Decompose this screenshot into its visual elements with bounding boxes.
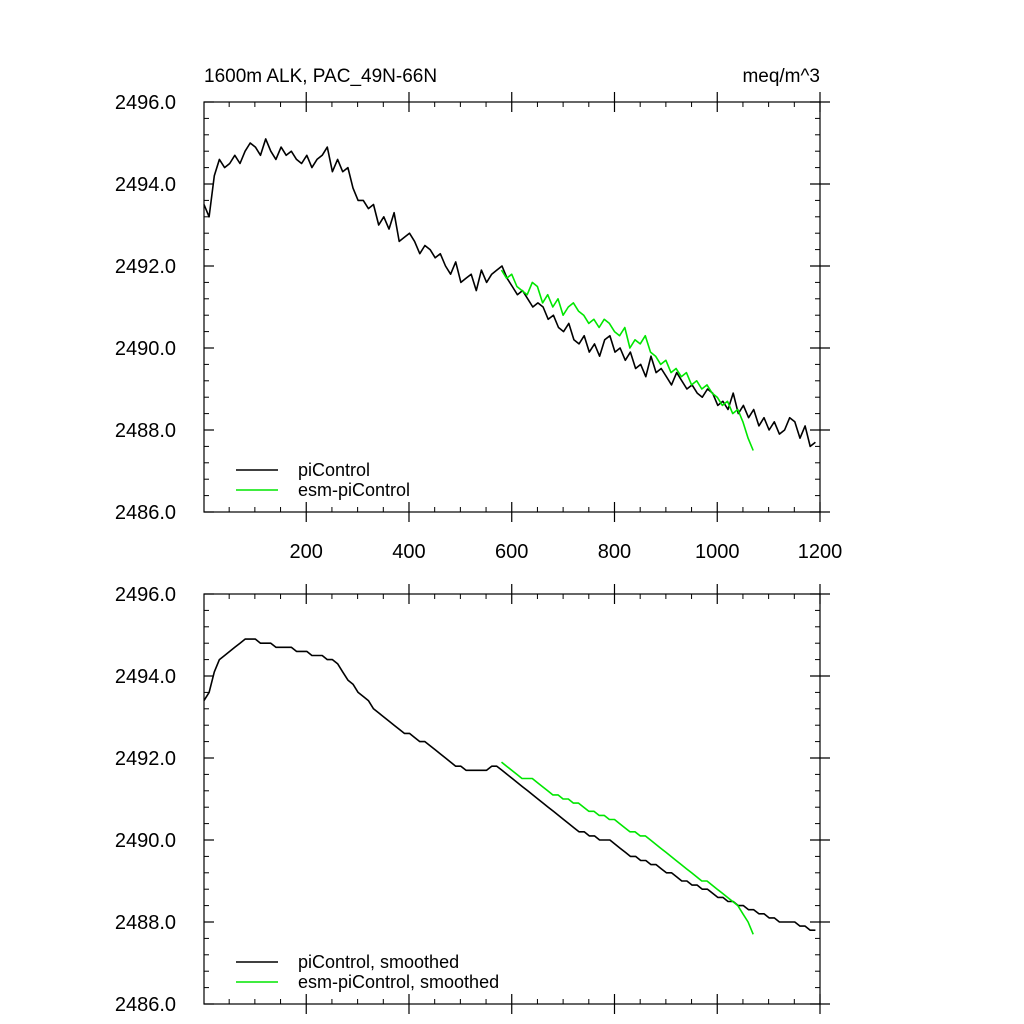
x-tick-label: 600 <box>495 541 528 563</box>
x-tick-label: 1200 <box>798 541 843 563</box>
y-tick-label: 2490.0 <box>115 830 176 852</box>
y-tick-label: 2494.0 <box>115 666 176 688</box>
x-tick-label: 1000 <box>695 541 740 563</box>
series-line-esm-picontrol <box>500 269 754 451</box>
plot-frame <box>203 593 821 1005</box>
y-tick-label: 2486.0 <box>115 994 176 1016</box>
y-tick-label: 2494.0 <box>115 174 176 196</box>
x-tick-label: 200 <box>290 541 323 563</box>
y-tick-label: 2492.0 <box>115 748 176 770</box>
legend-label: piControl <box>298 460 370 480</box>
x-tick-label: 800 <box>598 541 631 563</box>
series-line-picontrol <box>203 138 816 448</box>
bottom-panel-smoothed: 2486.0 2488.0 2490.0 2492.0 2494.0 2496.0 piCo… <box>115 584 830 1016</box>
y-tick-label: 2488.0 <box>115 912 176 934</box>
y-tick-label: 2496.0 <box>115 584 176 606</box>
legend-label: esm-piControl <box>298 480 410 500</box>
series-line-picontrol-smoothed <box>203 638 816 932</box>
x-tick-label: 400 <box>392 541 425 563</box>
y-tick-label: 2488.0 <box>115 420 176 442</box>
series-line-esm-picontrol-smoothed <box>500 761 754 935</box>
chart-units: meq/m^3 <box>742 66 820 87</box>
top-panel-raw: 200 400 600 800 1000 1200 2486.0 2488.0 2490.0 24… <box>115 92 842 563</box>
y-tick-label: 2486.0 <box>115 502 176 524</box>
legend-label: esm-piControl, smoothed <box>298 972 499 992</box>
y-tick-label: 2492.0 <box>115 256 176 278</box>
y-tick-label: 2490.0 <box>115 338 176 360</box>
y-tick-label: 2496.0 <box>115 92 176 114</box>
plot-frame <box>203 101 821 513</box>
chart-title: 1600m ALK, PAC_49N-66N <box>204 66 437 87</box>
legend-label: piControl, smoothed <box>298 952 459 972</box>
